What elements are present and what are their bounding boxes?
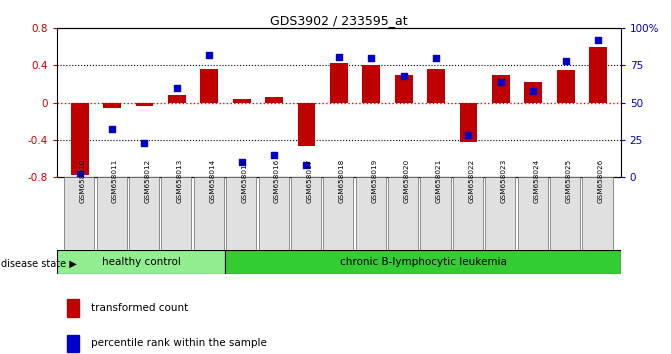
Text: GSM658025: GSM658025 bbox=[566, 159, 572, 203]
Text: GSM658026: GSM658026 bbox=[598, 159, 604, 203]
Bar bbox=[97, 177, 127, 250]
Point bbox=[74, 171, 85, 177]
Bar bbox=[460, 103, 477, 142]
Bar bbox=[421, 177, 451, 250]
Text: GSM658020: GSM658020 bbox=[404, 159, 409, 203]
Text: percentile rank within the sample: percentile rank within the sample bbox=[91, 338, 266, 348]
Bar bbox=[485, 177, 515, 250]
Bar bbox=[589, 47, 607, 103]
Point bbox=[495, 79, 506, 85]
Bar bbox=[356, 177, 386, 250]
Text: GSM658018: GSM658018 bbox=[339, 159, 345, 203]
Bar bbox=[323, 177, 354, 250]
Bar bbox=[362, 65, 380, 103]
Bar bbox=[64, 177, 95, 250]
Bar bbox=[582, 177, 613, 250]
Text: disease state ▶: disease state ▶ bbox=[1, 259, 77, 269]
Bar bbox=[194, 177, 224, 250]
Bar bbox=[524, 82, 542, 103]
Bar bbox=[233, 99, 250, 103]
Bar bbox=[427, 69, 445, 103]
Point bbox=[463, 132, 474, 138]
Point bbox=[107, 127, 117, 132]
Text: GSM658014: GSM658014 bbox=[209, 159, 215, 203]
Text: GSM658012: GSM658012 bbox=[144, 159, 150, 203]
Bar bbox=[136, 103, 154, 106]
Point bbox=[236, 159, 247, 165]
Bar bbox=[395, 75, 413, 103]
Text: GSM658010: GSM658010 bbox=[80, 159, 86, 203]
Bar bbox=[168, 95, 186, 103]
Point bbox=[592, 38, 603, 43]
Bar bbox=[161, 177, 191, 250]
Point bbox=[431, 55, 442, 61]
Text: chronic B-lymphocytic leukemia: chronic B-lymphocytic leukemia bbox=[340, 257, 507, 267]
Point bbox=[204, 52, 215, 58]
Text: GSM658017: GSM658017 bbox=[307, 159, 313, 203]
Bar bbox=[57, 250, 225, 274]
Bar bbox=[492, 75, 510, 103]
Bar bbox=[258, 177, 289, 250]
Point bbox=[333, 54, 344, 59]
Bar bbox=[388, 177, 418, 250]
Point bbox=[399, 73, 409, 79]
Bar bbox=[265, 97, 283, 103]
Text: transformed count: transformed count bbox=[91, 303, 188, 313]
Point bbox=[560, 58, 571, 64]
Title: GDS3902 / 233595_at: GDS3902 / 233595_at bbox=[270, 14, 408, 27]
Text: healthy control: healthy control bbox=[102, 257, 180, 267]
Text: GSM658023: GSM658023 bbox=[501, 159, 507, 203]
Bar bbox=[129, 177, 159, 250]
Point bbox=[139, 140, 150, 145]
Bar bbox=[71, 103, 89, 175]
Text: GSM658019: GSM658019 bbox=[371, 159, 377, 203]
Point bbox=[268, 152, 279, 158]
Text: GSM658021: GSM658021 bbox=[436, 159, 442, 203]
Point bbox=[301, 162, 312, 168]
Bar bbox=[201, 69, 218, 103]
Text: GSM658013: GSM658013 bbox=[177, 159, 183, 203]
Bar bbox=[453, 177, 483, 250]
Point bbox=[528, 88, 539, 93]
Bar bbox=[103, 103, 121, 108]
Text: GSM658015: GSM658015 bbox=[242, 159, 248, 203]
Bar bbox=[557, 70, 574, 103]
Text: GSM658024: GSM658024 bbox=[533, 159, 539, 203]
Text: GSM658016: GSM658016 bbox=[274, 159, 280, 203]
Point bbox=[366, 55, 376, 61]
Point bbox=[172, 85, 183, 91]
Bar bbox=[550, 177, 580, 250]
Bar bbox=[330, 63, 348, 103]
Bar bbox=[291, 177, 321, 250]
Text: GSM658011: GSM658011 bbox=[112, 159, 118, 203]
Bar bbox=[297, 103, 315, 146]
Bar bbox=[226, 177, 256, 250]
Bar bbox=[517, 177, 548, 250]
Text: GSM658022: GSM658022 bbox=[468, 159, 474, 203]
Bar bbox=[225, 250, 621, 274]
